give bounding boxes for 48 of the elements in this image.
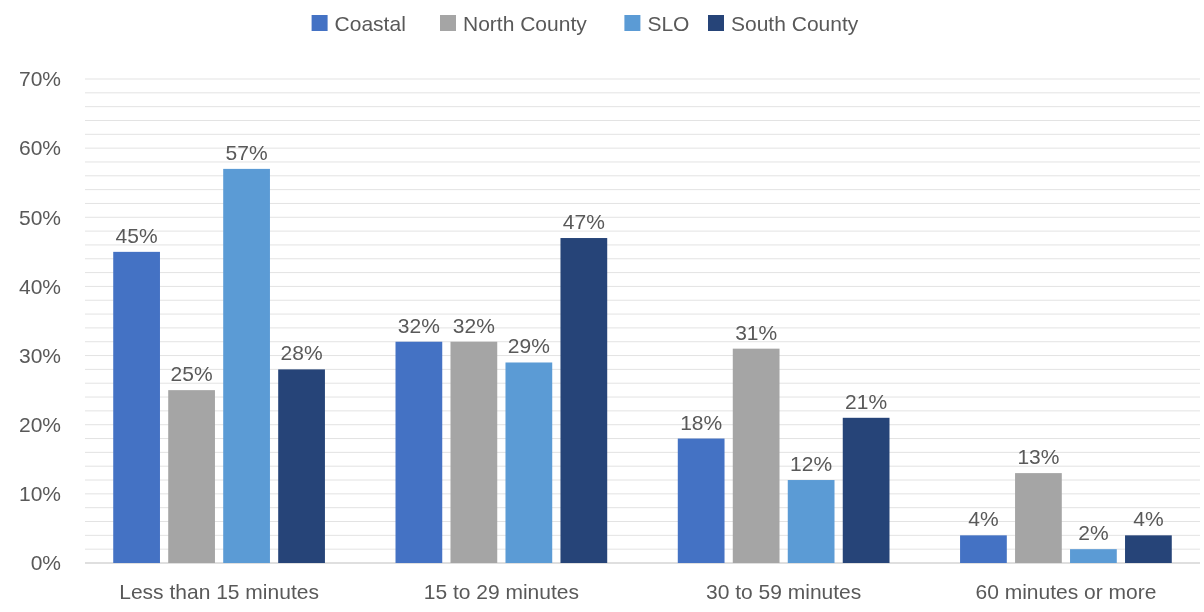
- y-tick-label: 70%: [18, 67, 61, 91]
- y-tick-label: 60%: [18, 136, 61, 160]
- data-label: 4%: [968, 507, 999, 531]
- x-tick-label: 60 minutes or more: [975, 580, 1157, 603]
- data-label: 2%: [1078, 521, 1109, 545]
- bar: [450, 341, 498, 563]
- bar: [223, 168, 270, 563]
- y-tick-label: 0%: [30, 551, 61, 575]
- bar: [787, 480, 835, 563]
- bar: [168, 390, 215, 563]
- data-label: 45%: [115, 223, 158, 247]
- data-label: 32%: [452, 313, 495, 337]
- y-tick-label: 40%: [18, 274, 61, 298]
- data-label: 13%: [1017, 445, 1060, 469]
- data-label: 29%: [507, 334, 550, 358]
- x-tick-label: 30 to 59 minutes: [706, 580, 862, 603]
- legend-label: SLO: [647, 12, 690, 36]
- bar: [1125, 535, 1172, 563]
- y-tick-label: 30%: [18, 343, 61, 367]
- data-label: 25%: [170, 362, 213, 386]
- x-tick-label: Less than 15 minutes: [119, 580, 319, 603]
- bar: [842, 417, 890, 563]
- legend-label: South County: [731, 12, 859, 36]
- y-tick-label: 20%: [18, 413, 61, 437]
- data-label: 28%: [280, 341, 323, 365]
- bar: [278, 369, 325, 563]
- data-label: 21%: [845, 389, 888, 413]
- data-label: 57%: [225, 140, 268, 164]
- bar: [113, 251, 160, 563]
- bar: [1070, 549, 1117, 563]
- y-tick-label: 50%: [18, 205, 61, 229]
- data-label: 12%: [790, 452, 833, 476]
- data-label: 47%: [562, 210, 605, 234]
- bar: [960, 535, 1007, 563]
- bar: [732, 348, 780, 563]
- data-label: 4%: [1133, 507, 1164, 531]
- bar: [505, 362, 553, 563]
- x-tick-label: 15 to 29 minutes: [423, 580, 579, 603]
- legend-label: North County: [463, 12, 588, 36]
- data-label: 18%: [680, 410, 723, 434]
- bar: [677, 438, 725, 563]
- bar: [395, 341, 443, 563]
- bar: [1015, 473, 1062, 563]
- bar: [560, 238, 608, 563]
- y-tick-label: 10%: [18, 482, 61, 506]
- data-label: 31%: [735, 320, 778, 344]
- data-label: 32%: [397, 313, 440, 337]
- legend-label: Coastal: [334, 12, 406, 36]
